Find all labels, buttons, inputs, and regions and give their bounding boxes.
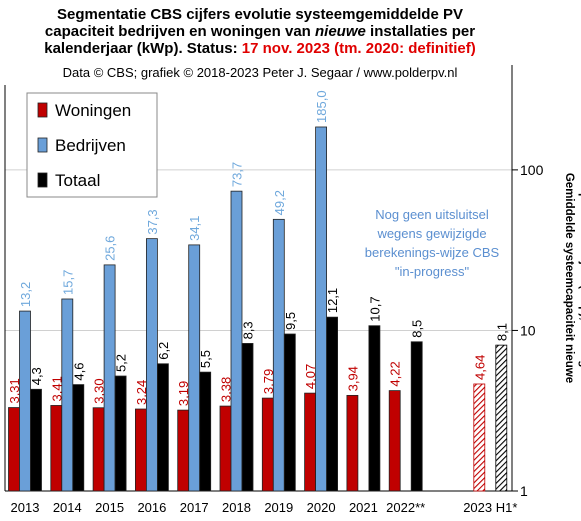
value-label: 4,64 bbox=[472, 355, 487, 380]
value-label: 9,5 bbox=[283, 312, 298, 330]
value-label: 5,5 bbox=[198, 350, 213, 368]
x-tick-label: 2022** bbox=[386, 500, 425, 515]
bar bbox=[72, 384, 85, 492]
x-tick-label: 2018 bbox=[222, 500, 251, 515]
value-label: 3,41 bbox=[49, 376, 64, 401]
value-label: 4,07 bbox=[303, 364, 318, 389]
bar bbox=[241, 343, 254, 492]
title-line: capaciteit bedrijven en woningen van nie… bbox=[45, 23, 475, 40]
bar bbox=[134, 408, 147, 492]
x-tick-label: 2019 bbox=[264, 500, 293, 515]
y-axis-label: Gemiddelde systeemcapaciteit nieuwe bbox=[563, 173, 575, 383]
legend-label: Woningen bbox=[55, 101, 131, 120]
value-label: 12,1 bbox=[325, 288, 340, 313]
bar bbox=[388, 390, 401, 492]
value-label: 8,3 bbox=[241, 321, 256, 339]
value-label: 3,24 bbox=[134, 380, 149, 405]
bar bbox=[92, 407, 105, 492]
value-label: 4,22 bbox=[388, 361, 403, 386]
bar bbox=[188, 244, 201, 492]
value-label: 8,5 bbox=[410, 320, 425, 338]
value-label: 3,79 bbox=[261, 369, 276, 394]
value-label: 6,2 bbox=[156, 342, 171, 360]
value-label: 34,1 bbox=[187, 216, 202, 241]
value-label: 15,7 bbox=[60, 270, 75, 295]
value-label: 49,2 bbox=[272, 190, 287, 215]
bar bbox=[177, 409, 190, 492]
bar bbox=[145, 238, 158, 492]
bar bbox=[19, 310, 31, 492]
bar bbox=[230, 190, 243, 492]
bar bbox=[346, 394, 359, 492]
annotation: "in-progress" bbox=[395, 264, 470, 279]
bar bbox=[61, 298, 74, 492]
value-label: 3,19 bbox=[176, 381, 191, 406]
value-label: 25,6 bbox=[103, 236, 118, 261]
subtitle: Data © CBS; grafiek © 2018-2023 Peter J.… bbox=[63, 65, 458, 80]
value-label: 4,6 bbox=[71, 363, 86, 381]
bar bbox=[30, 388, 42, 492]
title-part: capaciteit bedrijven en woningen van bbox=[45, 23, 315, 40]
legend-box bbox=[26, 92, 158, 198]
title-part: kalenderjaar (kWp). Status: bbox=[44, 40, 242, 57]
title-part: 17 nov. 2023 (tm. 2020: definitief) bbox=[242, 40, 476, 57]
value-label: 5,2 bbox=[114, 354, 129, 372]
x-tick-label: 2014 bbox=[53, 500, 82, 515]
title-line: Segmentatie CBS cijfers evolutie systeem… bbox=[57, 6, 463, 23]
value-label: 185,0 bbox=[314, 90, 329, 123]
bar bbox=[473, 383, 486, 492]
value-label: 13,2 bbox=[18, 282, 33, 307]
legend-swatch bbox=[37, 137, 48, 153]
legend-label: Totaal bbox=[55, 171, 100, 190]
value-label: 10,7 bbox=[367, 296, 382, 321]
bar bbox=[410, 341, 423, 492]
y-tick-label: 1 bbox=[520, 483, 528, 499]
bar bbox=[103, 264, 116, 492]
y-tick-label: 10 bbox=[520, 322, 536, 338]
bar bbox=[156, 363, 169, 492]
legend-label: Bedrijven bbox=[55, 136, 126, 155]
value-label: 73,7 bbox=[230, 162, 245, 187]
bar bbox=[8, 407, 20, 492]
title-part: nieuwe bbox=[315, 23, 366, 40]
bar bbox=[304, 392, 317, 492]
value-label: 3,31 bbox=[7, 378, 22, 403]
annotation: berekenings-wijze CBS bbox=[365, 245, 500, 260]
bar bbox=[368, 325, 381, 492]
value-label: 3,38 bbox=[219, 377, 234, 402]
bar bbox=[199, 371, 212, 492]
x-tick-label: 2016 bbox=[137, 500, 166, 515]
x-tick-label: 2015 bbox=[95, 500, 124, 515]
y-axis-label: installaties per kalenderjaar (kWp), Y-a… bbox=[578, 130, 581, 425]
bar bbox=[283, 333, 296, 492]
legend-swatch bbox=[37, 172, 48, 188]
title-part: installaties per bbox=[366, 23, 475, 40]
x-tick-label: 2013 bbox=[11, 500, 40, 515]
y-tick-label: 100 bbox=[520, 162, 544, 178]
x-tick-label: 2017 bbox=[180, 500, 209, 515]
x-tick-label: 2020 bbox=[307, 500, 336, 515]
value-label: 4,3 bbox=[29, 367, 44, 385]
x-tick-label: 2021 bbox=[349, 500, 378, 515]
bar bbox=[326, 316, 339, 492]
value-label: 37,3 bbox=[145, 209, 160, 234]
value-label: 3,94 bbox=[345, 366, 360, 391]
title: Segmentatie CBS cijfers evolutie systeem… bbox=[44, 6, 476, 57]
value-label: 8,1 bbox=[494, 323, 509, 341]
annotation: wegens gewijzigde bbox=[376, 226, 486, 241]
bar bbox=[114, 375, 127, 492]
x-tick-label: 2023 H1* bbox=[463, 500, 517, 515]
bar bbox=[261, 397, 274, 492]
legend-swatch bbox=[37, 102, 48, 118]
annotation: Nog geen uitsluitsel bbox=[375, 207, 489, 222]
bar bbox=[219, 405, 232, 492]
bar bbox=[272, 218, 285, 492]
title-line: kalenderjaar (kWp). Status: 17 nov. 2023… bbox=[44, 40, 476, 57]
value-label: 3,30 bbox=[92, 378, 107, 403]
bar bbox=[50, 405, 63, 492]
bar bbox=[315, 126, 328, 492]
bar bbox=[495, 344, 508, 492]
